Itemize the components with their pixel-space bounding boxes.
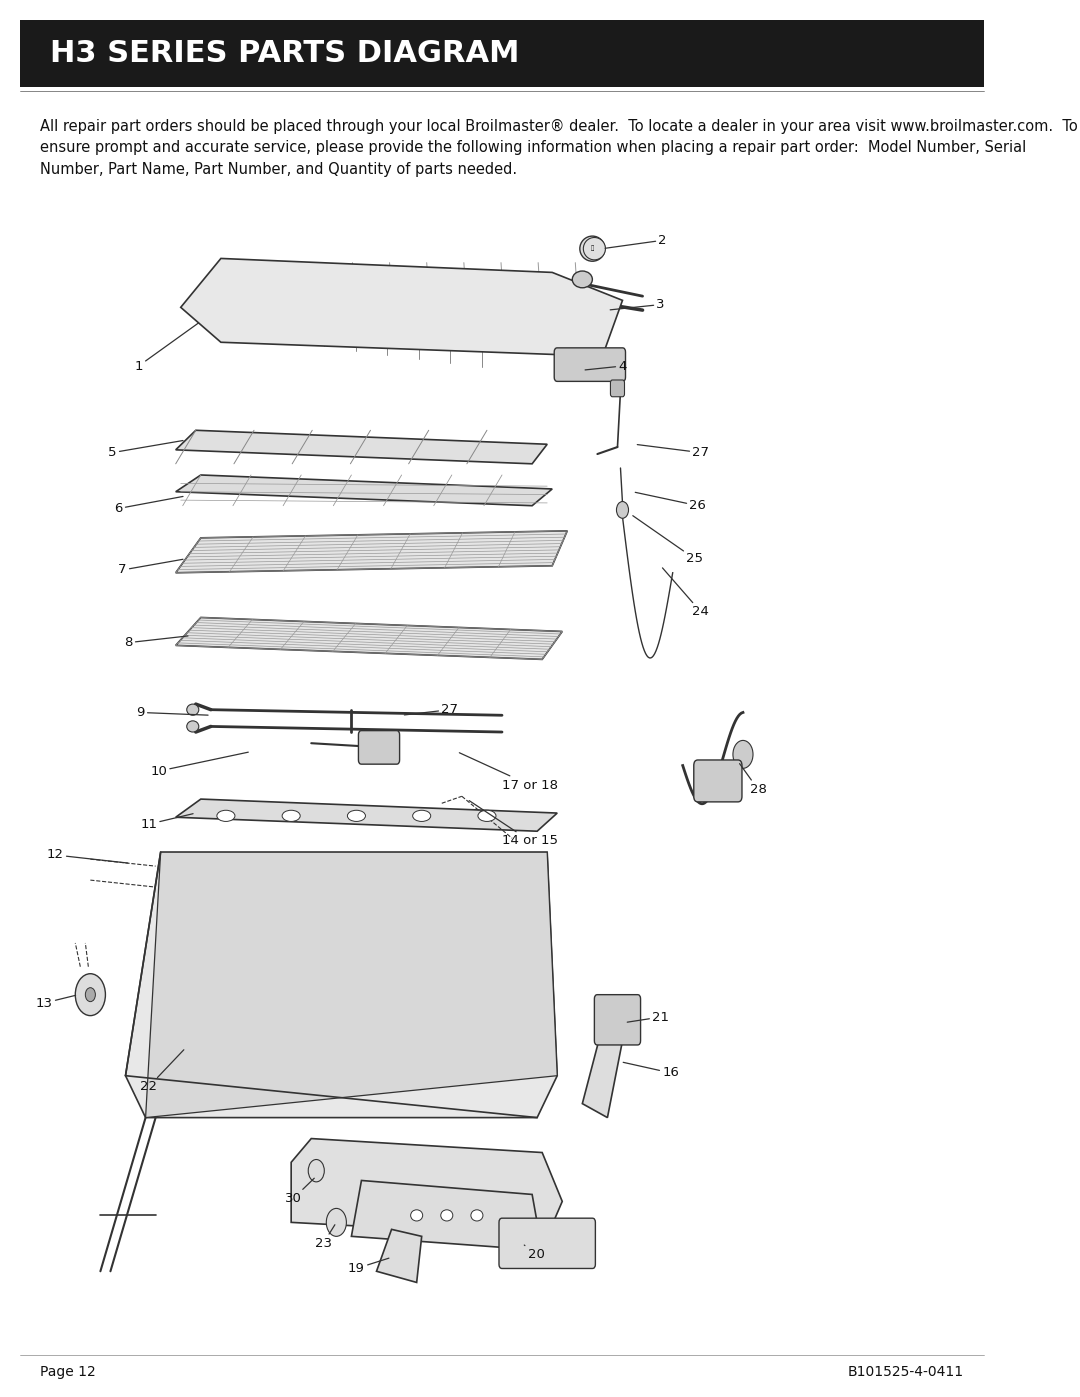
Text: All repair part orders should be placed through your local Broilmaster® dealer. : All repair part orders should be placed … xyxy=(40,119,1078,177)
Circle shape xyxy=(308,1160,324,1182)
Text: B101525-4-0411: B101525-4-0411 xyxy=(848,1365,963,1379)
Ellipse shape xyxy=(348,810,365,821)
Text: 6: 6 xyxy=(114,496,183,515)
Text: 12: 12 xyxy=(46,848,127,863)
FancyBboxPatch shape xyxy=(21,20,984,87)
Text: 3: 3 xyxy=(610,298,665,312)
Polygon shape xyxy=(176,531,567,573)
Polygon shape xyxy=(176,475,552,506)
Text: 17 or 18: 17 or 18 xyxy=(459,753,558,792)
Ellipse shape xyxy=(187,704,199,715)
Text: H3 SERIES PARTS DIAGRAM: H3 SERIES PARTS DIAGRAM xyxy=(50,39,519,67)
Text: 27: 27 xyxy=(404,703,458,717)
Text: 23: 23 xyxy=(314,1225,335,1250)
Ellipse shape xyxy=(471,1210,483,1221)
Polygon shape xyxy=(180,258,622,356)
Text: 5: 5 xyxy=(108,440,183,460)
FancyBboxPatch shape xyxy=(693,760,742,802)
Text: 🔥: 🔥 xyxy=(591,246,594,251)
Polygon shape xyxy=(582,1027,622,1118)
Ellipse shape xyxy=(410,1210,422,1221)
Ellipse shape xyxy=(580,236,605,261)
Polygon shape xyxy=(176,617,563,659)
Ellipse shape xyxy=(478,810,496,821)
Text: 30: 30 xyxy=(285,1178,314,1206)
Text: 1: 1 xyxy=(134,323,199,373)
Circle shape xyxy=(76,974,106,1016)
Text: 19: 19 xyxy=(348,1259,389,1275)
FancyBboxPatch shape xyxy=(554,348,625,381)
Circle shape xyxy=(733,740,753,768)
Circle shape xyxy=(326,1208,347,1236)
Polygon shape xyxy=(351,1180,542,1250)
Ellipse shape xyxy=(441,1210,453,1221)
Text: 2: 2 xyxy=(605,233,667,249)
Text: 7: 7 xyxy=(118,559,183,577)
Circle shape xyxy=(85,988,95,1002)
FancyBboxPatch shape xyxy=(499,1218,595,1268)
Ellipse shape xyxy=(413,810,431,821)
Text: 13: 13 xyxy=(36,995,76,1010)
Text: 27: 27 xyxy=(637,444,710,460)
Ellipse shape xyxy=(187,721,199,732)
FancyBboxPatch shape xyxy=(359,731,400,764)
Text: 4: 4 xyxy=(585,359,626,373)
Circle shape xyxy=(617,502,629,518)
Text: 11: 11 xyxy=(140,813,193,831)
Ellipse shape xyxy=(217,810,235,821)
Text: 8: 8 xyxy=(124,636,188,650)
Polygon shape xyxy=(377,1229,421,1282)
Ellipse shape xyxy=(572,271,592,288)
Text: 10: 10 xyxy=(150,752,248,778)
FancyBboxPatch shape xyxy=(594,995,640,1045)
Ellipse shape xyxy=(583,237,606,260)
Text: 26: 26 xyxy=(635,492,706,513)
Text: 16: 16 xyxy=(623,1062,679,1080)
Ellipse shape xyxy=(282,810,300,821)
Text: 24: 24 xyxy=(662,567,710,619)
Polygon shape xyxy=(176,799,557,831)
Text: 14 or 15: 14 or 15 xyxy=(469,800,558,848)
Text: 28: 28 xyxy=(740,764,767,796)
Polygon shape xyxy=(176,430,548,464)
Text: 20: 20 xyxy=(524,1245,544,1261)
Polygon shape xyxy=(292,1139,563,1236)
Polygon shape xyxy=(125,852,557,1118)
Text: Page 12: Page 12 xyxy=(40,1365,96,1379)
Text: 21: 21 xyxy=(627,1010,670,1024)
FancyBboxPatch shape xyxy=(610,380,624,397)
Text: 22: 22 xyxy=(140,1049,184,1094)
Text: 9: 9 xyxy=(136,705,208,719)
Text: 25: 25 xyxy=(633,515,703,566)
Polygon shape xyxy=(146,852,557,1118)
